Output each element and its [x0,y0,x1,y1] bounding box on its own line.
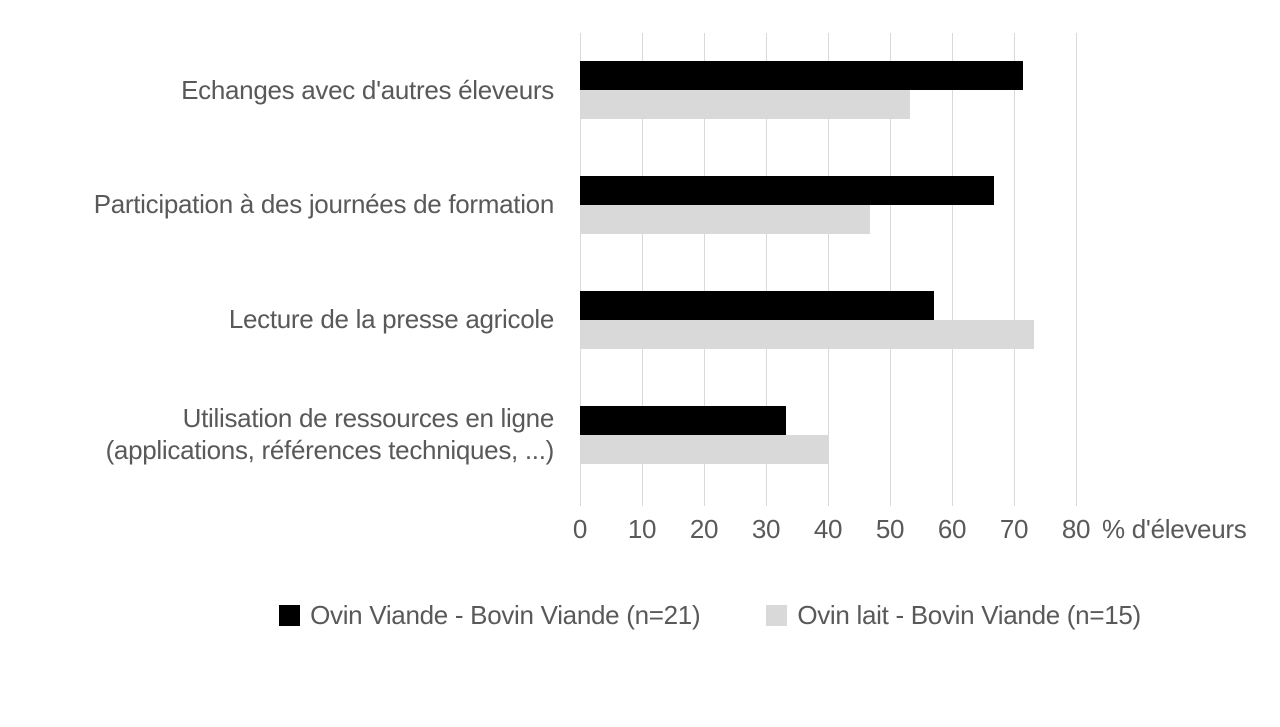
bar-group-2 [580,263,1076,378]
x-tick-label-30: 30 [751,514,781,544]
bar-group-3 [580,377,1076,492]
x-tick-label-50: 50 [875,514,905,544]
bar-series0-cat0 [580,61,1023,91]
legend-label: Ovin Viande - Bovin Viande (n=21) [310,600,701,630]
bar-series1-cat0 [580,90,911,120]
x-tick-label-70: 70 [999,514,1029,544]
category-label-line: Utilisation de ressources en ligne [182,402,555,433]
category-label-2: Lecture de la presse agricole [0,263,580,378]
category-label-line: (applications, références techniques, ..… [105,434,555,465]
bar-series0-cat2 [580,290,935,320]
legend-entry-0: Ovin Viande - Bovin Viande (n=21) [279,600,701,631]
category-label-3: Utilisation de ressources en ligne (appli… [0,377,580,492]
legend-entry-1: Ovin lait - Bovin Viande (n=15) [766,600,1141,631]
category-label-line: Echanges avec d'autres éleveurs [181,74,554,105]
x-tick-label-60: 60 [937,514,967,544]
category-label-line: Participation à des journées de formatio… [93,189,555,220]
bar-series1-cat2 [580,319,1035,349]
bar-series1-cat3 [580,434,828,464]
category-label-0: Echanges avec d'autres éleveurs [0,33,580,148]
chart-plot-area: Echanges avec d'autres éleveurs Participa… [0,33,1280,506]
category-label-line: Lecture de la presse agricole [228,304,554,335]
x-axis-title: % d'éleveurs [1102,514,1247,544]
gridline-40 [828,33,829,506]
bar-series0-cat1 [580,176,994,206]
legend-label: Ovin lait - Bovin Viande (n=15) [797,600,1141,630]
legend-swatch-icon [279,605,301,626]
gridline-70 [1014,33,1015,506]
bar-series0-cat3 [580,405,787,435]
legend-swatch-icon [766,605,788,626]
category-axis: Echanges avec d'autres éleveurs Participa… [0,33,580,492]
x-tick-label-10: 10 [627,514,657,544]
x-tick-label-80: 80 [1061,514,1091,544]
gridline-50 [890,33,891,506]
plot-area [580,33,1077,506]
bar-series1-cat1 [580,205,870,235]
gridline-60 [952,33,953,506]
x-axis: % d'éleveurs 0 10 20 30 40 50 60 70 80 [573,514,1247,548]
bar-group-1 [580,148,1076,263]
x-tick-label-40: 40 [813,514,843,544]
x-tick-label-0: 0 [572,514,588,544]
category-label-1: Participation à des journées de formatio… [0,148,580,263]
gridline-0 [580,33,581,506]
gridline-30 [766,33,767,506]
gridline-20 [704,33,705,506]
x-tick-label-20: 20 [689,514,719,544]
gridline-80 [1076,33,1077,506]
gridline-10 [642,33,643,506]
chart-legend: Ovin Viande - Bovin Viande (n=21) Ovin la… [70,600,1280,631]
bar-group-0 [580,33,1076,148]
